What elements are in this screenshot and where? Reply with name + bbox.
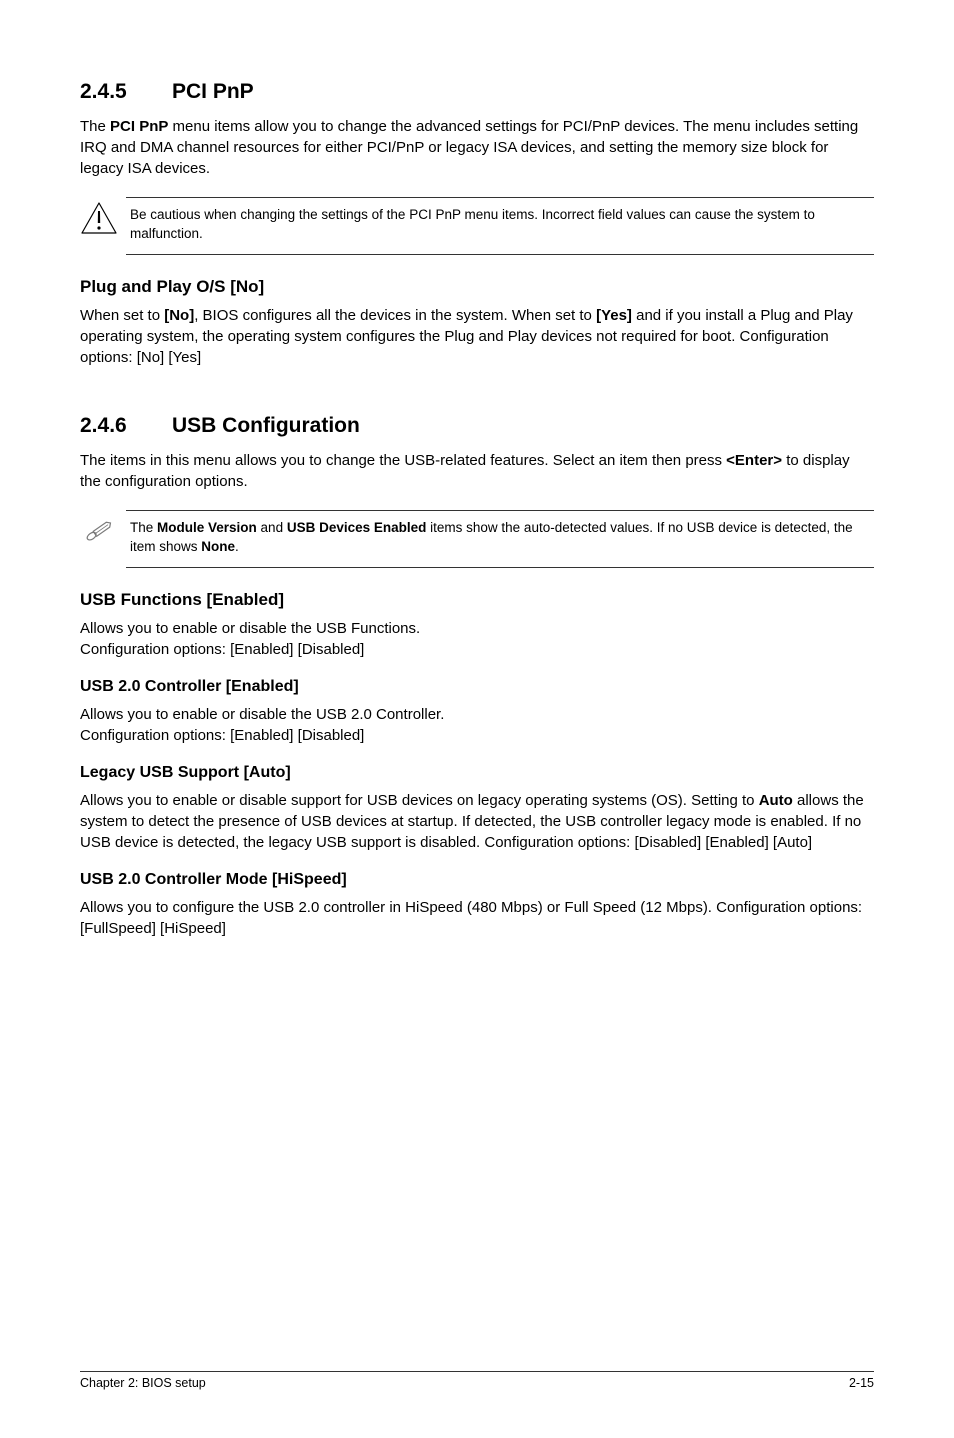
heading-title: PCI PnP [172, 80, 254, 103]
sub-usb20-controller-body: Allows you to enable or disable the USB … [80, 704, 874, 746]
sub-usb20-mode-body: Allows you to configure the USB 2.0 cont… [80, 897, 874, 939]
sub-plug-and-play-body: When set to [No], BIOS configures all th… [80, 305, 874, 368]
sub-usb20-mode: USB 2.0 Controller Mode [HiSpeed] [80, 871, 874, 889]
sub-usb-functions: USB Functions [Enabled] [80, 590, 874, 610]
page-footer: Chapter 2: BIOS setup 2-15 [80, 1371, 874, 1390]
note-callout: The Module Version and USB Devices Enabl… [80, 510, 874, 568]
caution-callout: Be cautious when changing the settings o… [80, 197, 874, 255]
footer-left: Chapter 2: BIOS setup [80, 1376, 206, 1390]
heading-num: 2.4.5 [80, 80, 172, 104]
intro-245: The PCI PnP menu items allow you to chan… [80, 116, 874, 179]
sub-usb20-controller: USB 2.0 Controller [Enabled] [80, 678, 874, 696]
heading-title: USB Configuration [172, 414, 360, 437]
sub-plug-and-play: Plug and Play O/S [No] [80, 277, 874, 297]
heading-num: 2.4.6 [80, 414, 172, 438]
heading-245: 2.4.5PCI PnP [80, 80, 874, 104]
sub-legacy-usb-body: Allows you to enable or disable support … [80, 790, 874, 853]
page: 2.4.5PCI PnP The PCI PnP menu items allo… [0, 0, 954, 1438]
note-text: The Module Version and USB Devices Enabl… [126, 510, 874, 568]
sub-legacy-usb: Legacy USB Support [Auto] [80, 764, 874, 782]
sub-usb-functions-body: Allows you to enable or disable the USB … [80, 618, 874, 660]
intro-246: The items in this menu allows you to cha… [80, 450, 874, 492]
heading-246: 2.4.6USB Configuration [80, 414, 874, 438]
note-icon [80, 510, 126, 553]
footer-right: 2-15 [849, 1376, 874, 1390]
caution-icon [80, 197, 126, 240]
caution-text: Be cautious when changing the settings o… [126, 197, 874, 255]
